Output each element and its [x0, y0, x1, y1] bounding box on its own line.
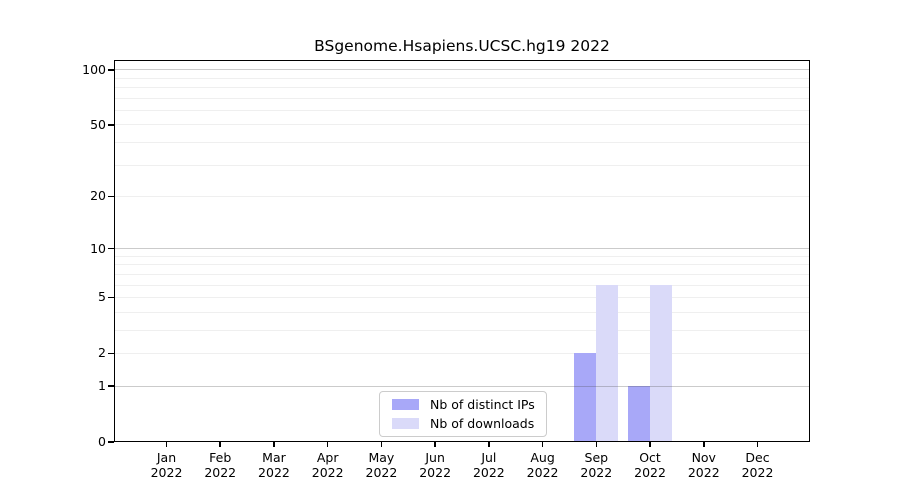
x-tick-label: Sep 2022: [564, 450, 628, 480]
x-tick: [541, 442, 544, 447]
x-tick: [380, 442, 383, 447]
x-tick-year: 2022: [741, 465, 774, 480]
x-tick-year: 2022: [365, 465, 398, 480]
x-tick-label: Nov 2022: [672, 450, 736, 480]
x-tick-year: 2022: [687, 465, 720, 480]
bar-downloads: [596, 285, 619, 442]
x-tick-year: 2022: [150, 465, 183, 480]
gridline-minor: [114, 164, 810, 166]
x-tick: [165, 442, 168, 447]
x-tick-label: Jun 2022: [403, 450, 467, 480]
bar-distinct-ips: [628, 386, 651, 442]
x-tick-year: 2022: [472, 465, 505, 480]
gridline-major: [114, 248, 810, 250]
x-tick-month: Apr: [316, 450, 339, 465]
gridline-major: [114, 69, 810, 71]
x-tick-month: Jun: [425, 450, 445, 465]
gridline-minor: [114, 352, 810, 354]
gridline-minor: [114, 255, 810, 257]
x-tick-label: May 2022: [349, 450, 413, 480]
x-tick: [488, 442, 490, 447]
x-tick: [326, 442, 329, 447]
gridline-minor: [114, 264, 810, 266]
gridline-minor: [114, 109, 810, 111]
gridline-minor: [114, 124, 810, 126]
legend-label-distinct-ips: Nb of distinct IPs: [430, 396, 535, 412]
y-tick-label: 5: [98, 289, 106, 305]
gridline-minor: [114, 141, 810, 143]
legend-swatch-distinct-ips: [392, 398, 419, 410]
x-tick-year: 2022: [526, 465, 559, 480]
y-tick: [108, 352, 114, 355]
y-tick-label: 100: [82, 61, 106, 77]
y-tick: [108, 247, 114, 250]
x-tick-month: Feb: [209, 450, 232, 465]
bar-downloads: [650, 285, 673, 442]
gridline-minor: [114, 97, 810, 99]
x-tick-year: 2022: [204, 465, 237, 480]
y-tick-label: 10: [90, 240, 106, 256]
x-tick-label: Mar 2022: [242, 450, 306, 480]
x-tick-label: Apr 2022: [296, 450, 360, 480]
y-tick-label: 20: [90, 188, 106, 204]
x-tick: [649, 442, 651, 447]
gridline-minor: [114, 77, 810, 79]
y-tick-label: 50: [90, 116, 106, 132]
legend: Nb of distinct IPs Nb of downloads: [379, 391, 547, 437]
y-tick: [108, 69, 114, 71]
x-tick: [219, 442, 221, 447]
y-tick-label: 0: [98, 434, 106, 449]
legend-swatch-downloads: [392, 418, 419, 430]
x-tick: [434, 442, 436, 447]
x-tick-year: 2022: [258, 465, 290, 480]
y-tick-label: 1: [98, 378, 106, 394]
x-tick-month: Dec: [745, 450, 770, 465]
x-tick-month: Oct: [639, 450, 661, 465]
y-tick: [108, 296, 114, 299]
x-tick: [595, 442, 598, 447]
chart-title: BSgenome.Hsapiens.UCSC.hg19 2022: [314, 37, 610, 55]
x-tick-label: Feb 2022: [188, 450, 252, 480]
x-tick-label: Jan 2022: [135, 450, 199, 480]
y-tick: [108, 441, 114, 443]
y-tick: [108, 124, 114, 126]
x-tick-month: May: [368, 450, 395, 465]
gridline-minor: [114, 284, 810, 286]
x-tick-month: Jul: [481, 450, 497, 465]
y-tick: [108, 385, 114, 387]
x-tick-label: Jul 2022: [457, 450, 521, 480]
x-tick: [273, 442, 275, 447]
x-tick: [703, 442, 705, 447]
x-tick-month: Mar: [262, 450, 286, 465]
bar-distinct-ips: [574, 353, 597, 442]
x-tick-month: Nov: [691, 450, 716, 465]
gridline-minor: [114, 329, 810, 331]
y-tick-label: 2: [98, 345, 106, 361]
x-tick-year: 2022: [580, 465, 613, 480]
x-tick-month: Aug: [530, 450, 555, 465]
legend-item-downloads: Nb of downloads: [388, 416, 538, 433]
gridline-major: [114, 385, 810, 387]
x-tick-label: Dec 2022: [726, 450, 790, 480]
x-tick-year: 2022: [634, 465, 666, 480]
plot-area: [114, 60, 810, 442]
x-tick-month: Sep: [584, 450, 609, 465]
x-tick-year: 2022: [311, 465, 344, 480]
legend-item-distinct-ips: Nb of distinct IPs: [388, 396, 538, 413]
x-tick: [756, 442, 759, 447]
gridline-minor: [114, 296, 810, 298]
gridline-minor: [114, 311, 810, 313]
x-tick-label: Aug 2022: [511, 450, 575, 480]
gridline-minor: [114, 273, 810, 275]
x-tick-label: Oct 2022: [618, 450, 682, 480]
legend-label-downloads: Nb of downloads: [430, 416, 535, 432]
gridline-minor: [114, 195, 810, 197]
gridline-minor: [114, 87, 810, 89]
x-tick-year: 2022: [419, 465, 452, 480]
y-tick: [108, 195, 114, 198]
x-tick-month: Jan: [156, 450, 177, 465]
